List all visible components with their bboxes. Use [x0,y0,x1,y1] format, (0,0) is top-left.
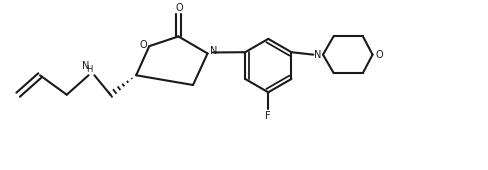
Text: N: N [210,46,217,56]
Text: O: O [139,40,147,50]
Text: O: O [176,3,183,13]
Text: O: O [376,50,383,60]
Text: F: F [265,111,271,121]
Text: N: N [314,50,322,60]
Text: N: N [82,61,90,71]
Text: H: H [86,65,92,74]
